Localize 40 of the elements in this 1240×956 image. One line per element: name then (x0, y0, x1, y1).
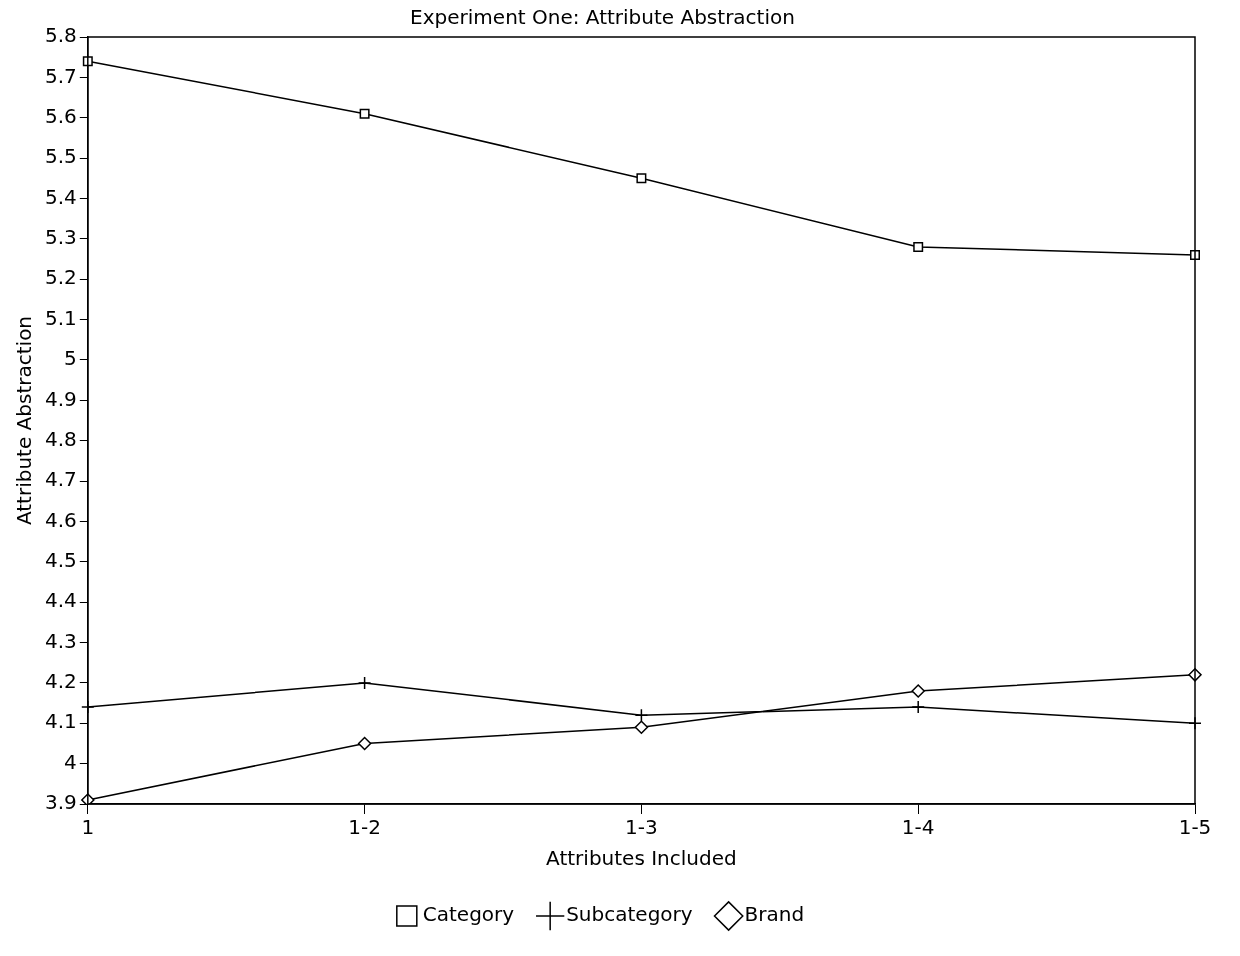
legend-label: Category (422, 902, 515, 927)
y-tick-label: 5.3 (44, 225, 77, 250)
y-tick-label: 4.2 (44, 669, 77, 694)
point (634, 708, 649, 722)
y-tick-label: 5 (64, 346, 77, 371)
y-tick-label: 4.7 (44, 467, 77, 492)
legend-label: Subcategory (566, 902, 693, 927)
x-tick-label: 1-4 (901, 815, 935, 840)
point (357, 676, 372, 690)
point (634, 720, 649, 735)
x-axis-title: Attributes Included (546, 846, 737, 871)
point (636, 173, 647, 184)
x-tick-label: 1-5 (1178, 815, 1212, 840)
point (359, 108, 370, 119)
y-axis-title: Attribute Abstraction (12, 315, 37, 526)
point (357, 736, 372, 751)
y-tick-label: 4.1 (44, 709, 77, 734)
x-tick-label: 1-2 (348, 815, 381, 840)
y-tick-label: 5.7 (44, 63, 77, 88)
chart-title: Experiment One: Attribute Abstraction (410, 5, 795, 30)
legend-label: Brand (744, 902, 805, 927)
y-tick-label: 4.3 (44, 628, 77, 653)
y-tick-label: 5.8 (44, 23, 77, 48)
y-tick-label: 4.9 (44, 386, 77, 411)
y-tick-label: 4.5 (44, 547, 77, 572)
point (911, 684, 925, 698)
y-tick-label: 5.4 (44, 184, 77, 209)
y-tick-label: 4.6 (44, 507, 77, 532)
y-tick-label: 5.2 (44, 265, 77, 290)
y-tick-label: 4.4 (44, 588, 77, 613)
x-tick-label: 1-3 (625, 815, 658, 840)
y-tick-label: 5.1 (44, 305, 77, 330)
point (913, 241, 924, 252)
y-tick-label: 5.5 (44, 144, 77, 169)
y-tick-label: 3.9 (44, 790, 77, 815)
point (911, 700, 925, 714)
y-tick-label: 4 (64, 749, 77, 774)
y-tick-label: 5.6 (44, 103, 77, 128)
y-tick-label: 4.8 (44, 426, 77, 451)
x-tick-label: 1 (81, 815, 95, 840)
